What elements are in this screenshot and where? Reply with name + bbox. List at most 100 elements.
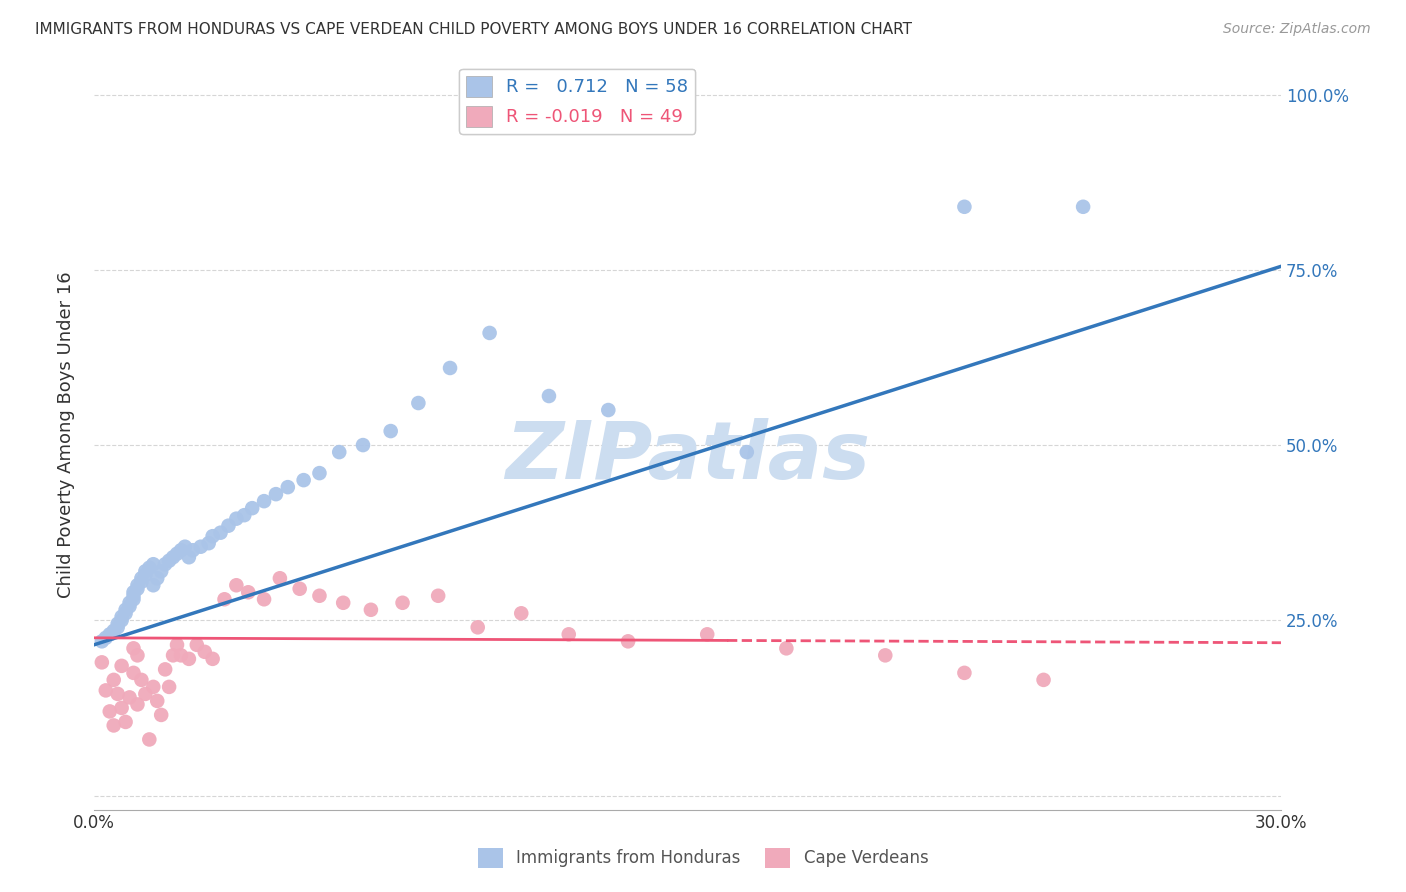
Point (510, 607, 533, 621)
Point (277, 480, 299, 494)
Point (225, 578, 247, 592)
Point (122, 592, 145, 607)
Point (111, 609, 134, 624)
Point (953, 200, 976, 214)
Point (118, 690, 141, 705)
Point (352, 438, 374, 452)
Point (617, 634, 640, 648)
Y-axis label: Child Poverty Among Boys Under 16: Child Poverty Among Boys Under 16 (58, 271, 75, 598)
Point (328, 445, 350, 459)
Point (240, 501, 263, 516)
Point (194, 645, 217, 659)
Point (98, 627, 121, 641)
Point (233, 508, 256, 523)
Point (166, 638, 188, 652)
Point (122, 641, 145, 656)
Point (153, 558, 176, 572)
Point (177, 652, 200, 666)
Point (127, 648, 149, 663)
Text: Source: ZipAtlas.com: Source: ZipAtlas.com (1223, 22, 1371, 37)
Point (696, 627, 718, 641)
Point (150, 707, 173, 722)
Point (391, 596, 413, 610)
Point (253, 494, 276, 508)
Point (122, 665, 145, 680)
Point (90, 656, 112, 670)
Point (107, 616, 129, 631)
Point (238, 585, 260, 599)
Point (177, 550, 200, 565)
Point (360, 603, 382, 617)
Point (142, 680, 165, 694)
Point (162, 648, 184, 663)
Point (174, 540, 197, 554)
Point (107, 620, 129, 634)
Point (157, 554, 180, 568)
Point (775, 641, 797, 656)
Point (150, 564, 173, 578)
Point (131, 673, 153, 687)
Point (134, 564, 156, 578)
Point (122, 589, 145, 603)
Point (181, 543, 204, 558)
Point (90, 634, 112, 648)
Point (269, 571, 291, 585)
Point (134, 567, 156, 582)
Point (111, 658, 134, 673)
Point (408, 396, 430, 410)
Point (166, 547, 188, 561)
Point (118, 599, 141, 614)
Point (288, 582, 311, 596)
Point (217, 518, 239, 533)
Point (157, 680, 180, 694)
Legend: Immigrants from Honduras, Cape Verdeans: Immigrants from Honduras, Cape Verdeans (471, 841, 935, 875)
Point (127, 582, 149, 596)
Point (537, 389, 560, 403)
Point (735, 445, 758, 459)
Point (142, 578, 165, 592)
Point (201, 652, 224, 666)
Point (190, 540, 212, 554)
Point (201, 529, 224, 543)
Point (153, 662, 176, 676)
Point (197, 536, 219, 550)
Point (103, 673, 125, 687)
Point (107, 687, 129, 701)
Point (118, 596, 141, 610)
Point (186, 638, 208, 652)
Point (225, 511, 247, 525)
Point (127, 698, 149, 712)
Point (170, 543, 193, 558)
Point (308, 589, 330, 603)
Point (114, 714, 136, 729)
Point (94, 631, 117, 645)
Point (131, 574, 153, 589)
Point (114, 607, 136, 621)
Point (94, 683, 117, 698)
Point (467, 620, 489, 634)
Point (875, 648, 897, 663)
Point (558, 627, 581, 641)
Point (598, 403, 620, 417)
Point (138, 732, 160, 747)
Point (953, 665, 976, 680)
Text: IMMIGRANTS FROM HONDURAS VS CAPE VERDEAN CHILD POVERTY AMONG BOYS UNDER 16 CORRE: IMMIGRANTS FROM HONDURAS VS CAPE VERDEAN… (35, 22, 912, 37)
Point (292, 473, 315, 487)
Point (162, 550, 184, 565)
Point (439, 361, 461, 376)
Point (170, 648, 193, 663)
Point (332, 596, 354, 610)
Point (114, 603, 136, 617)
Point (427, 589, 450, 603)
Point (264, 487, 287, 501)
Point (103, 624, 125, 638)
Point (131, 571, 153, 585)
Point (138, 560, 160, 574)
Point (214, 592, 236, 607)
Point (253, 592, 276, 607)
Point (98, 705, 121, 719)
Point (478, 326, 501, 340)
Point (111, 613, 134, 627)
Point (380, 424, 402, 438)
Legend: R =   0.712   N = 58, R = -0.019   N = 49: R = 0.712 N = 58, R = -0.019 N = 49 (460, 69, 695, 134)
